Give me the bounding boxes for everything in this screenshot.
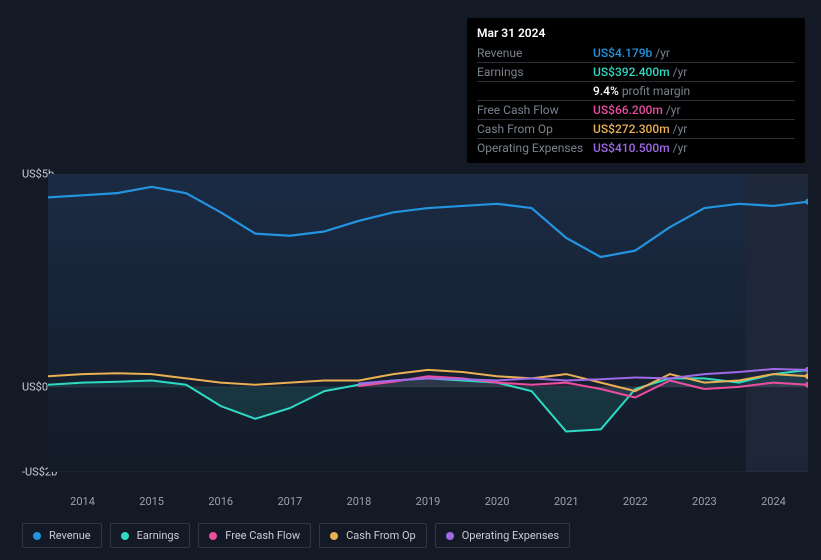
legend-label: Revenue xyxy=(49,529,91,542)
x-axis-tick-label: 2018 xyxy=(324,495,393,508)
chart-plot-area[interactable] xyxy=(48,174,808,472)
chart-legend: Revenue Earnings Free Cash Flow Cash From O… xyxy=(22,523,570,548)
financials-chart: US$5bUS$0-US$2b 201420152016201720182019… xyxy=(18,160,808,480)
tooltip-row: 9.4%profit margin xyxy=(477,81,795,100)
legend-item[interactable]: Earnings xyxy=(110,523,191,548)
tooltip-row-label: Cash From Op xyxy=(477,122,593,136)
tooltip-row-label xyxy=(477,84,593,98)
x-axis-tick-label: 2014 xyxy=(48,495,117,508)
x-axis-tick-label: 2024 xyxy=(739,495,808,508)
tooltip-row: Cash From OpUS$272.300m/yr xyxy=(477,119,795,138)
x-axis-tick-label: 2017 xyxy=(255,495,324,508)
tooltip-row-value: US$4.179b xyxy=(593,46,652,60)
legend-swatch xyxy=(446,532,454,540)
tooltip-date: Mar 31 2024 xyxy=(477,26,795,40)
tooltip-row-label: Operating Expenses xyxy=(477,141,593,155)
tooltip-row-value: US$392.400m xyxy=(593,65,670,79)
tooltip-row: Free Cash FlowUS$66.200m/yr xyxy=(477,100,795,119)
legend-label: Operating Expenses xyxy=(462,529,559,542)
tooltip-row-value: 9.4% xyxy=(593,84,619,98)
tooltip-row-label: Free Cash Flow xyxy=(477,103,593,117)
legend-item[interactable]: Free Cash Flow xyxy=(198,523,311,548)
x-axis-tick-label: 2015 xyxy=(117,495,186,508)
x-axis-tick-label: 2021 xyxy=(532,495,601,508)
legend-swatch xyxy=(209,532,217,540)
tooltip-row: Operating ExpensesUS$410.500m/yr xyxy=(477,138,795,157)
tooltip-row-unit: /yr xyxy=(673,122,688,136)
tooltip-rows: RevenueUS$4.179b/yrEarningsUS$392.400m/y… xyxy=(477,44,795,157)
legend-swatch xyxy=(33,532,41,540)
legend-swatch xyxy=(330,532,338,540)
tooltip-row-value: US$410.500m xyxy=(593,141,670,155)
tooltip-row-unit: /yr xyxy=(666,103,681,117)
tooltip-row-unit: /yr xyxy=(673,65,688,79)
x-axis-labels: 2014201520162017201820192020202120222023… xyxy=(48,495,808,508)
tooltip-row-label: Earnings xyxy=(477,65,593,79)
legend-item[interactable]: Revenue xyxy=(22,523,102,548)
legend-label: Cash From Op xyxy=(346,529,416,542)
legend-label: Free Cash Flow xyxy=(225,529,300,542)
x-axis-tick-label: 2019 xyxy=(393,495,462,508)
legend-label: Earnings xyxy=(137,529,180,542)
legend-swatch xyxy=(121,532,129,540)
tooltip-row-value: US$66.200m xyxy=(593,103,663,117)
y-axis-tick-label: US$0 xyxy=(22,380,48,393)
x-axis-tick-label: 2022 xyxy=(601,495,670,508)
chart-tooltip: Mar 31 2024 RevenueUS$4.179b/yrEarningsU… xyxy=(467,18,805,163)
legend-item[interactable]: Cash From Op xyxy=(319,523,427,548)
tooltip-row: EarningsUS$392.400m/yr xyxy=(477,62,795,81)
tooltip-row-unit: /yr xyxy=(655,46,670,60)
legend-item[interactable]: Operating Expenses xyxy=(435,523,570,548)
x-axis-tick-label: 2020 xyxy=(463,495,532,508)
tooltip-row-label: Revenue xyxy=(477,46,593,60)
x-axis-tick-label: 2023 xyxy=(670,495,739,508)
tooltip-row-value: US$272.300m xyxy=(593,122,670,136)
tooltip-row-unit: profit margin xyxy=(622,84,690,98)
x-axis-tick-label: 2016 xyxy=(186,495,255,508)
tooltip-row: RevenueUS$4.179b/yr xyxy=(477,44,795,62)
tooltip-row-unit: /yr xyxy=(673,141,688,155)
